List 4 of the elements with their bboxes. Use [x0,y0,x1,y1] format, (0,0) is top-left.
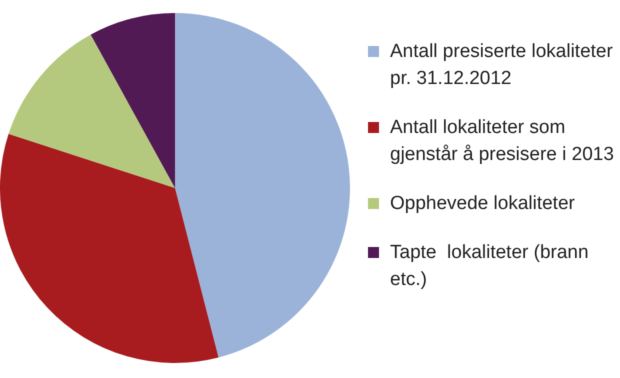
legend-label: Antall presiserte lokaliteter pr. 31.12.2012 [390,40,614,91]
legend-label: Tapte lokaliteter (brann etc.) [390,241,590,292]
legend-label: Opphevede lokaliteter [390,192,576,216]
legend-label: Antall lokaliteter som gjenstår å presisere i 2013 [390,116,615,167]
